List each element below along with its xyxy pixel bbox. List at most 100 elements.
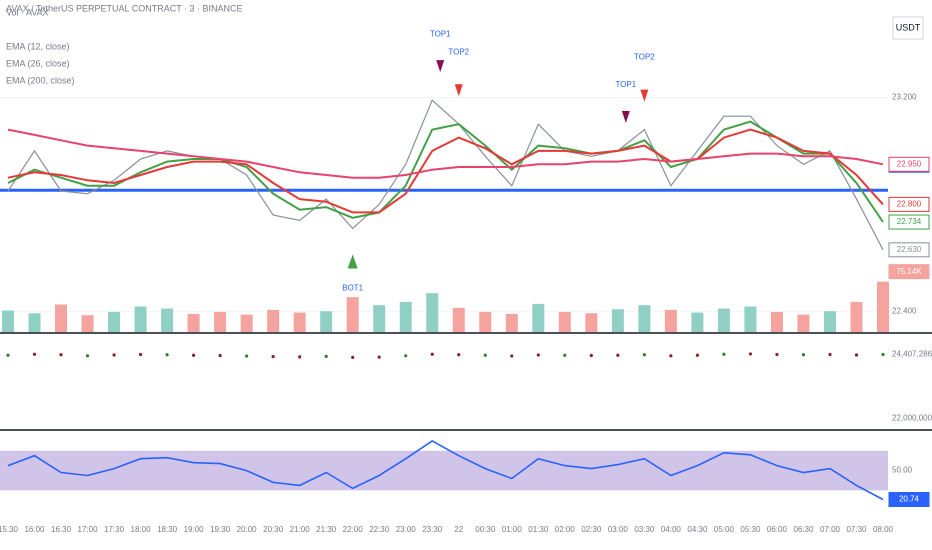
oi-dot [695,353,699,357]
last-value-box [888,242,930,258]
volume-bar [2,310,14,332]
volume-bar [346,297,359,332]
last-value-box [888,196,930,212]
last-value-label: 22.630 [897,245,922,254]
x-tick-label: 18:30 [157,525,178,534]
volume-bar [664,309,677,332]
oi-dot [245,354,249,358]
volume-bar [108,311,121,332]
volume-bar [532,303,545,332]
oi-dot [85,354,90,358]
x-tick-label: 04:00 [661,525,682,534]
x-tick-label: 02:30 [581,525,602,534]
x-tick-label: 22:00 [343,525,364,534]
oi-dot [59,353,63,357]
x-tick-label: 04:30 [687,525,708,534]
currency[interactable]: USDT [896,22,921,32]
x-tick-label: 02:00 [555,525,576,534]
legend-entry: EMA (26, close) [6,58,70,68]
annotation: TOP2 [634,53,655,62]
oi-dot [748,352,753,356]
x-tick-label: 05:30 [740,525,761,534]
volume-bar [452,307,465,332]
oi-dot [138,352,143,357]
x-tick-label: 23:00 [396,525,417,534]
oi-dot [271,354,275,359]
y-tick-label: 24,407,286.945 [892,350,932,359]
volume-bar [877,281,889,332]
legend-entry: EMA (200, close) [6,75,75,85]
volume-bar [81,315,94,332]
x-tick-label: 06:30 [793,525,814,534]
oi-dot [563,353,567,357]
oi-dot [351,355,355,359]
oi-dot [669,354,673,358]
x-tick-label: 19:00 [184,525,205,534]
series-line [7,128,884,214]
x-tick-label: 21:30 [316,525,337,534]
x-tick-label: 03:00 [608,525,629,534]
top-marker [454,84,463,97]
currency-box[interactable] [892,16,924,40]
x-tick-label: 03:30 [634,525,655,534]
oi-dot [854,353,859,357]
oi-dot [642,353,646,357]
oi-dot [218,353,222,358]
oi-dot [616,353,620,357]
last-value-label: 75.14K [896,267,922,276]
x-tick-label: 19:30 [210,525,231,534]
oi-dot [377,355,381,359]
last-value-label: 22.734 [897,217,922,226]
oi-dot [801,353,806,357]
top-marker [621,110,630,123]
annotation: TOP1 [615,80,636,89]
volume-bar [293,312,306,332]
x-tick-label: 16:00 [24,525,45,534]
x-tick-label: 07:00 [820,525,841,534]
x-tick-label: 23:30 [422,525,443,534]
last-value-label: 22.800 [897,200,922,209]
volume-bar [134,306,147,332]
rsi-line [7,439,884,501]
bottom-marker [347,254,358,269]
oi-dot [536,353,540,357]
top-marker [436,60,445,73]
volume-bar [240,314,253,332]
y-tick-label: 22,000,000.000 [892,414,932,423]
volume-bar [161,308,174,332]
volume-bar [770,311,783,332]
volume-bar [267,309,280,332]
volume-bar [850,301,863,332]
volume-bar [797,314,810,332]
oi-dot [483,353,487,357]
volume-bar [479,311,492,332]
x-tick-label: 17:00 [78,525,99,534]
y-tick-label: 50.00 [892,466,913,475]
oi-dot [430,352,434,356]
x-tick-label: 18:00 [131,525,152,534]
last-value-box [888,214,930,230]
oi-dot [881,352,885,357]
last-value-box [888,264,930,280]
volume-bar [744,306,757,332]
series-line [7,128,884,179]
series-line [7,99,884,251]
x-tick-label: 05:00 [714,525,735,534]
last-value-box [888,491,930,507]
x-tick-label: 06:00 [767,525,788,534]
oi-dot [828,352,832,357]
volume-bar [55,304,68,332]
volume-bar [214,311,227,332]
x-tick-label: 22 [454,525,463,534]
y-tick-label: 22.400 [892,306,917,315]
x-tick-label: 16:30 [51,525,72,534]
y-tick-label: 23.200 [892,93,917,102]
legend-entry: EMA (12, close) [6,41,70,51]
volume-bar [426,293,439,332]
x-tick-label: 08:00 [873,525,894,534]
volume-bar [320,311,333,332]
oi-dot [112,353,116,357]
legend-entry: Vol · AVAX [6,7,49,17]
oi-dot [165,353,169,357]
oi-dot [589,353,593,358]
